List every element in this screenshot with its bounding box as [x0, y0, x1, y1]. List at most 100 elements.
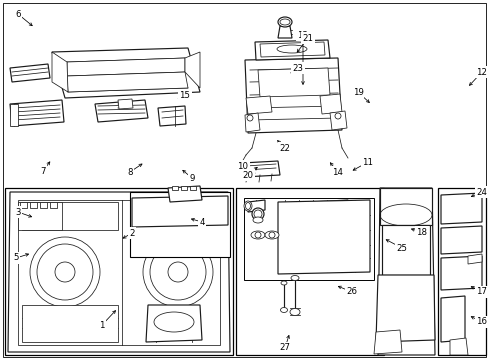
Polygon shape — [375, 275, 434, 342]
Ellipse shape — [244, 201, 251, 211]
Text: 26: 26 — [346, 288, 357, 297]
Text: 8: 8 — [127, 167, 132, 176]
Text: 25: 25 — [396, 243, 407, 252]
Polygon shape — [244, 113, 260, 132]
Bar — [20, 202, 27, 208]
Circle shape — [268, 232, 274, 238]
Polygon shape — [10, 100, 64, 126]
Text: 10: 10 — [237, 162, 248, 171]
Polygon shape — [22, 305, 118, 342]
Ellipse shape — [251, 208, 264, 220]
Bar — [236, 188, 383, 355]
Polygon shape — [67, 72, 187, 92]
Text: 6: 6 — [15, 9, 20, 18]
Text: 23: 23 — [292, 63, 303, 72]
Polygon shape — [132, 196, 227, 227]
Polygon shape — [168, 186, 202, 202]
Bar — [10, 104, 18, 126]
Polygon shape — [52, 52, 68, 92]
Bar — [5, 188, 232, 355]
Polygon shape — [95, 100, 148, 122]
Polygon shape — [309, 200, 349, 232]
Text: 14: 14 — [332, 167, 343, 176]
Polygon shape — [244, 58, 341, 133]
Bar — [244, 198, 373, 280]
Bar — [40, 202, 47, 208]
Polygon shape — [22, 202, 118, 230]
Polygon shape — [52, 48, 200, 98]
Circle shape — [246, 115, 252, 121]
Polygon shape — [118, 99, 133, 109]
Circle shape — [30, 237, 100, 307]
Ellipse shape — [264, 231, 279, 239]
Text: 2: 2 — [129, 229, 135, 238]
Text: 15: 15 — [179, 90, 190, 99]
Text: 22: 22 — [279, 144, 290, 153]
Bar — [50, 202, 57, 208]
Ellipse shape — [280, 307, 287, 312]
Polygon shape — [449, 338, 467, 355]
Polygon shape — [347, 204, 357, 214]
Text: 7: 7 — [40, 166, 46, 176]
Polygon shape — [440, 193, 481, 224]
Ellipse shape — [280, 19, 289, 25]
Text: 9: 9 — [189, 174, 194, 183]
Polygon shape — [319, 94, 341, 114]
Circle shape — [55, 262, 75, 282]
Text: 20: 20 — [242, 171, 253, 180]
Polygon shape — [373, 330, 401, 354]
Polygon shape — [377, 188, 434, 355]
Bar — [130, 192, 229, 257]
Circle shape — [150, 244, 205, 300]
Polygon shape — [467, 254, 481, 264]
Bar — [30, 202, 37, 208]
Text: 21: 21 — [302, 33, 313, 42]
Text: 3: 3 — [15, 207, 20, 216]
Text: 27: 27 — [279, 343, 290, 352]
Polygon shape — [67, 58, 184, 76]
Polygon shape — [381, 225, 429, 275]
Polygon shape — [242, 161, 280, 177]
Polygon shape — [18, 200, 220, 345]
Ellipse shape — [252, 217, 263, 223]
Text: 19: 19 — [352, 87, 363, 96]
Bar — [437, 188, 485, 355]
Polygon shape — [8, 192, 229, 352]
Polygon shape — [258, 68, 329, 97]
Polygon shape — [18, 202, 62, 230]
Text: 16: 16 — [475, 318, 487, 327]
Polygon shape — [184, 52, 200, 88]
Text: 13: 13 — [297, 31, 308, 40]
Polygon shape — [247, 200, 264, 212]
Bar — [190, 186, 196, 190]
Polygon shape — [278, 26, 291, 38]
Ellipse shape — [290, 275, 298, 280]
Text: 1: 1 — [99, 320, 104, 329]
Polygon shape — [260, 42, 325, 57]
Text: 24: 24 — [475, 188, 487, 197]
Polygon shape — [10, 64, 50, 82]
Text: 11: 11 — [362, 158, 373, 166]
Ellipse shape — [276, 45, 306, 53]
Polygon shape — [278, 200, 369, 274]
Polygon shape — [379, 188, 431, 225]
Ellipse shape — [281, 281, 286, 285]
Polygon shape — [440, 296, 464, 342]
Text: 12: 12 — [475, 68, 487, 77]
Bar — [181, 186, 186, 190]
Circle shape — [334, 113, 340, 119]
Circle shape — [168, 262, 187, 282]
Text: 4: 4 — [199, 217, 204, 226]
Circle shape — [142, 237, 213, 307]
Polygon shape — [245, 96, 271, 114]
Ellipse shape — [278, 17, 291, 27]
Circle shape — [254, 232, 261, 238]
Polygon shape — [329, 111, 346, 130]
Ellipse shape — [253, 210, 262, 218]
Bar — [172, 186, 178, 190]
Polygon shape — [146, 305, 202, 342]
Text: 5: 5 — [13, 253, 19, 262]
Text: 18: 18 — [416, 228, 427, 237]
Text: 17: 17 — [475, 288, 487, 297]
Ellipse shape — [245, 202, 250, 210]
